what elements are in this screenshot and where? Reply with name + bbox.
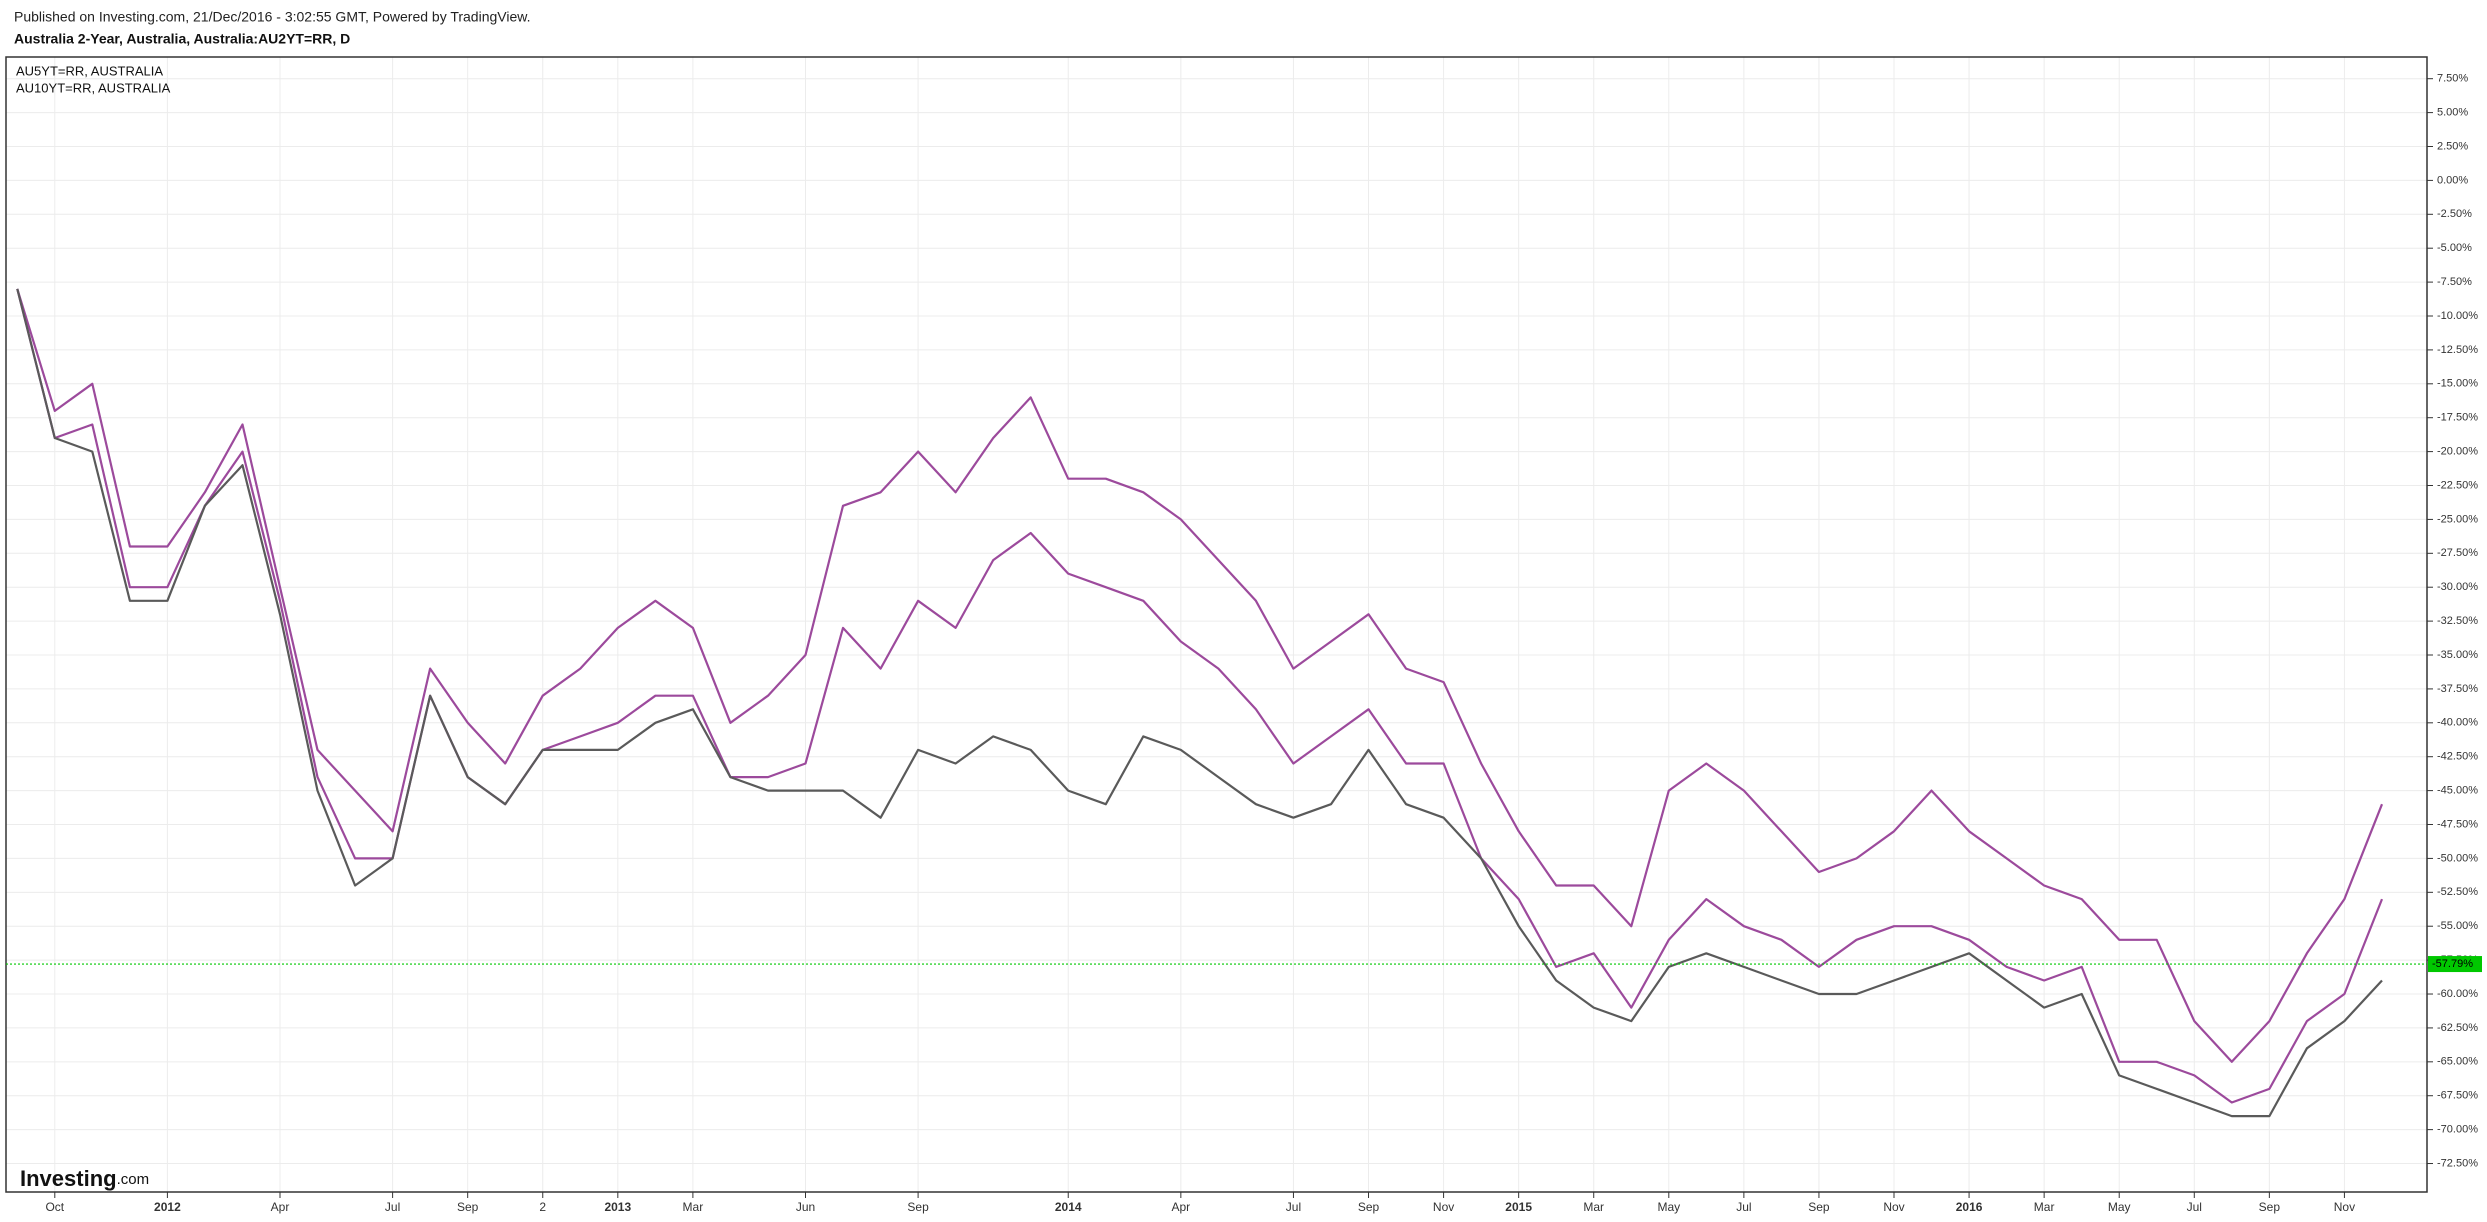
published-note: Published on Investing.com, 21/Dec/2016 …: [14, 9, 530, 25]
y-tick-label: -70.00%: [2437, 1124, 2478, 1136]
x-tick-label: Mar: [1583, 1200, 1604, 1214]
last-value-badge: [2428, 956, 2482, 973]
chart-title: Australia 2-Year, Australia, Australia:A…: [14, 31, 350, 47]
x-tick-label: 2: [539, 1200, 546, 1214]
x-tick-label: 2016: [1956, 1200, 1983, 1214]
y-tick-label: -37.50%: [2437, 683, 2478, 695]
y-tick-label: -22.50%: [2437, 479, 2478, 491]
y-tick-label: 7.50%: [2437, 73, 2468, 85]
series-line: [16, 288, 2384, 1104]
x-tick-label: Sep: [1808, 1200, 1830, 1214]
y-tick-label: 2.50%: [2437, 140, 2468, 152]
y-tick-label: -5.00%: [2437, 242, 2472, 254]
y-tick-label: -60.00%: [2437, 988, 2478, 1000]
y-tick-label: -27.50%: [2437, 547, 2478, 559]
y-tick-label: -52.50%: [2437, 886, 2478, 898]
y-tick-label: -35.00%: [2437, 649, 2478, 661]
y-tick-label: -7.50%: [2437, 276, 2472, 288]
x-tick-label: Jun: [796, 1200, 815, 1214]
x-tick-label: Mar: [683, 1200, 704, 1214]
y-tick-label: -12.50%: [2437, 344, 2478, 356]
x-tick-label: May: [2108, 1200, 2131, 1214]
x-tick-label: Sep: [2259, 1200, 2281, 1214]
y-tick-label: -62.50%: [2437, 1022, 2478, 1034]
logo-name: Investing: [20, 1166, 117, 1191]
y-tick-label: -2.50%: [2437, 208, 2472, 220]
y-tick-label: -15.00%: [2437, 378, 2478, 390]
legend-entry: AU10YT=RR, AUSTRALIA: [16, 80, 171, 95]
x-tick-label: Apr: [271, 1200, 290, 1214]
x-tick-label: May: [1657, 1200, 1680, 1214]
y-tick-label: -40.00%: [2437, 717, 2478, 729]
series-line: [16, 288, 2384, 1063]
x-tick-label: Jul: [1736, 1200, 1751, 1214]
x-tick-label: Jul: [2187, 1200, 2202, 1214]
y-tick-label: -32.50%: [2437, 615, 2478, 627]
y-tick-label: -67.50%: [2437, 1090, 2478, 1102]
y-tick-label: -20.00%: [2437, 446, 2478, 458]
y-tick-label: -42.50%: [2437, 751, 2478, 763]
y-tick-label: -10.00%: [2437, 310, 2478, 322]
y-tick-label: -72.50%: [2437, 1157, 2478, 1169]
x-tick-label: Jul: [385, 1200, 400, 1214]
x-tick-label: 2014: [1055, 1200, 1082, 1214]
x-tick-label: 2012: [154, 1200, 181, 1214]
y-tick-label: -17.50%: [2437, 412, 2478, 424]
plot-frame: [5, 56, 2428, 1193]
x-tick-label: Mar: [2034, 1200, 2055, 1214]
x-tick-label: Nov: [2334, 1200, 2355, 1214]
last-value-label: -57.79%: [2432, 958, 2473, 970]
y-tick-label: 0.00%: [2437, 174, 2468, 186]
y-tick-label: -50.00%: [2437, 852, 2478, 864]
x-tick-label: 2015: [1505, 1200, 1532, 1214]
x-tick-label: Nov: [1883, 1200, 1904, 1214]
legend-entry: AU5YT=RR, AUSTRALIA: [16, 63, 163, 78]
x-tick-label: Jul: [1286, 1200, 1301, 1214]
x-tick-label: Sep: [457, 1200, 479, 1214]
y-tick-label: -65.00%: [2437, 1056, 2478, 1068]
logo-suffix: .com: [117, 1171, 150, 1188]
x-tick-label: Nov: [1433, 1200, 1454, 1214]
y-tick-label: -47.50%: [2437, 818, 2478, 830]
x-tick-label: Sep: [907, 1200, 929, 1214]
y-tick-label: -55.00%: [2437, 920, 2478, 932]
x-tick-label: Oct: [45, 1200, 64, 1214]
logo: Investing.com: [20, 1166, 149, 1191]
x-tick-label: Sep: [1358, 1200, 1380, 1214]
y-tick-label: -30.00%: [2437, 581, 2478, 593]
y-tick-label: 5.00%: [2437, 107, 2468, 119]
x-tick-label: Apr: [1171, 1200, 1190, 1214]
y-tick-label: -25.00%: [2437, 513, 2478, 525]
y-tick-label: -45.00%: [2437, 785, 2478, 797]
x-tick-label: 2013: [604, 1200, 631, 1214]
series-line: [16, 288, 2383, 1118]
